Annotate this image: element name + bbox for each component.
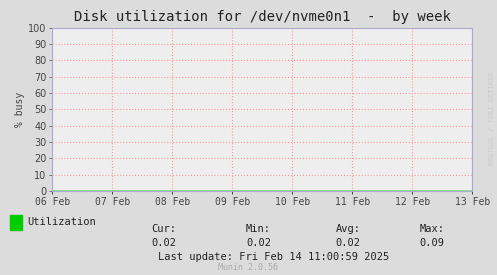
Text: 0.02: 0.02 bbox=[335, 238, 360, 248]
Text: Avg:: Avg: bbox=[335, 224, 360, 234]
Text: Utilization: Utilization bbox=[27, 217, 96, 227]
Text: 0.09: 0.09 bbox=[420, 238, 445, 248]
Text: Max:: Max: bbox=[420, 224, 445, 234]
Text: Munin 2.0.56: Munin 2.0.56 bbox=[219, 263, 278, 272]
Text: Min:: Min: bbox=[246, 224, 271, 234]
Text: 0.02: 0.02 bbox=[246, 238, 271, 248]
Title: Disk utilization for /dev/nvme0n1  -  by week: Disk utilization for /dev/nvme0n1 - by w… bbox=[74, 10, 451, 24]
Text: Last update: Fri Feb 14 11:00:59 2025: Last update: Fri Feb 14 11:00:59 2025 bbox=[158, 252, 389, 262]
Text: 0.02: 0.02 bbox=[152, 238, 176, 248]
Text: Cur:: Cur: bbox=[152, 224, 176, 234]
Text: RRDTOOL / TOBI OETIKER: RRDTOOL / TOBI OETIKER bbox=[489, 72, 495, 165]
Y-axis label: % busy: % busy bbox=[15, 92, 25, 127]
